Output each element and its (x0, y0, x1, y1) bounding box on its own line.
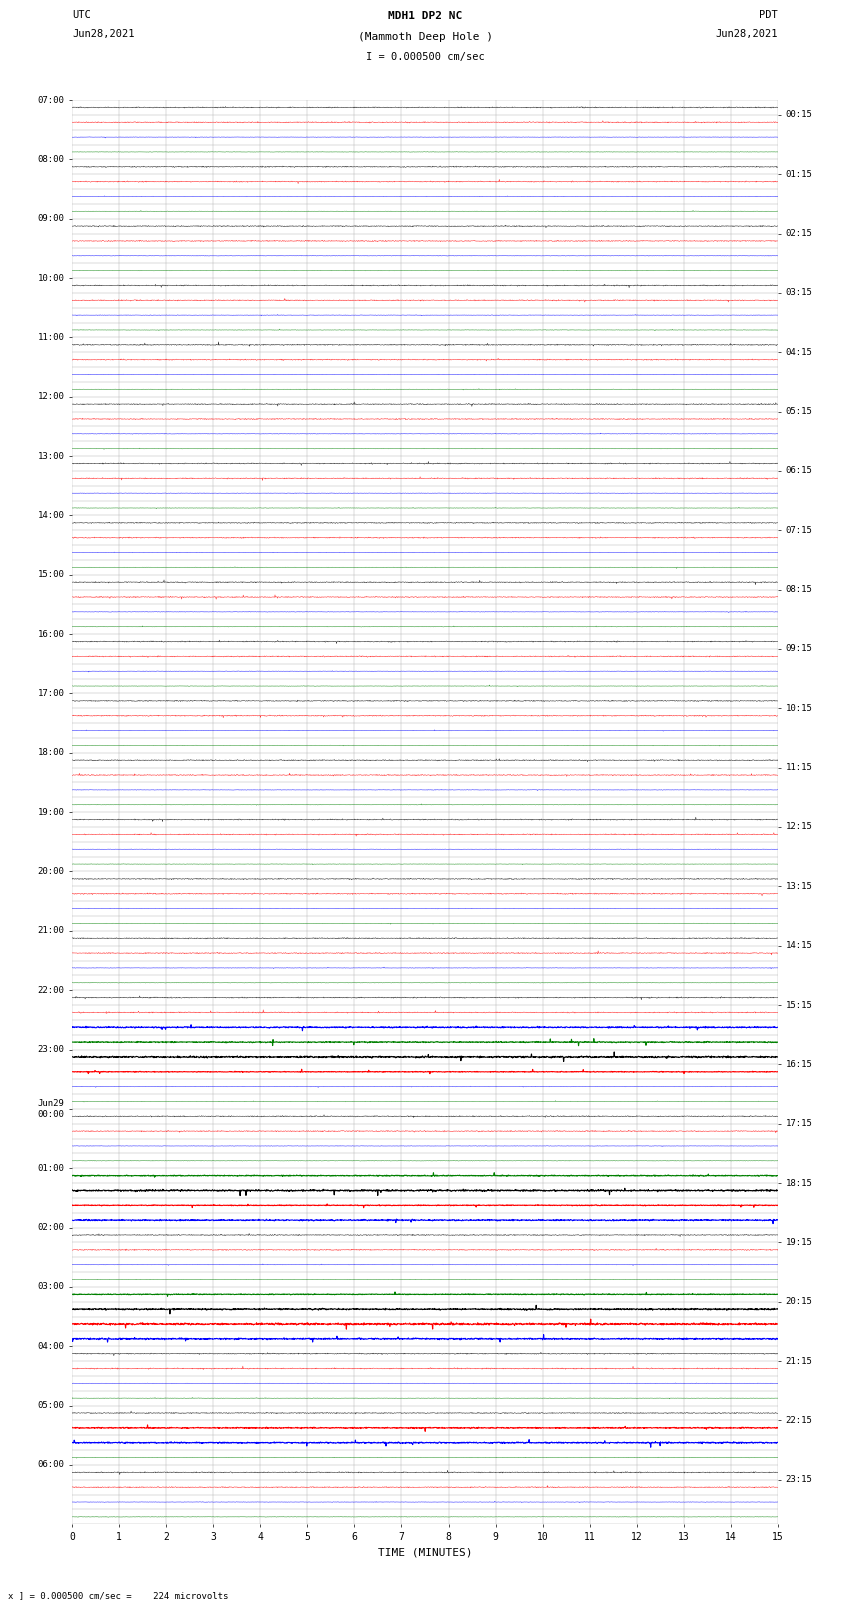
Text: Jun28,2021: Jun28,2021 (715, 29, 778, 39)
Text: MDH1 DP2 NC: MDH1 DP2 NC (388, 11, 462, 21)
Text: I = 0.000500 cm/sec: I = 0.000500 cm/sec (366, 52, 484, 61)
Text: PDT: PDT (759, 10, 778, 19)
X-axis label: TIME (MINUTES): TIME (MINUTES) (377, 1547, 473, 1558)
Text: x ] = 0.000500 cm/sec =    224 microvolts: x ] = 0.000500 cm/sec = 224 microvolts (8, 1590, 229, 1600)
Text: Jun28,2021: Jun28,2021 (72, 29, 135, 39)
Text: UTC: UTC (72, 10, 91, 19)
Text: (Mammoth Deep Hole ): (Mammoth Deep Hole ) (358, 32, 492, 42)
